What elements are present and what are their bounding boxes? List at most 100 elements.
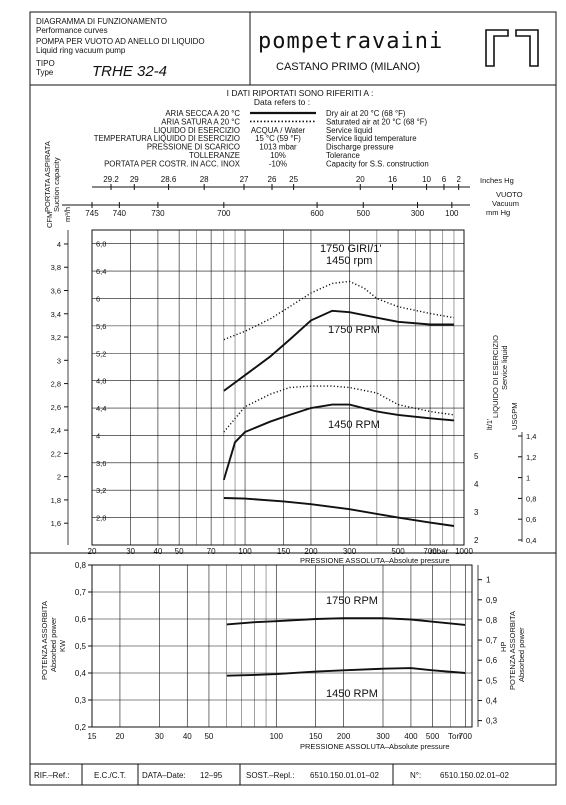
brand-logo-icon (485, 29, 539, 67)
x-tick-label: 400 (404, 732, 418, 741)
x-tick-label: 15 (88, 732, 97, 741)
kw-unit: KW (58, 639, 67, 652)
mmhg-tick-label: 700 (217, 209, 231, 218)
x-tick-label: 150 (277, 547, 291, 556)
series-line-4 (223, 497, 455, 527)
series-line-2 (222, 403, 455, 481)
footer-n-label: N°: (410, 771, 421, 780)
y-tick-label: 0,4 (75, 669, 87, 678)
x-tick-label: 700 (459, 732, 473, 741)
footer: RIF.–Ref.: E.C./C.T. DATA–Date: 12–95 SO… (34, 764, 510, 785)
x-tick-label: 200 (337, 732, 351, 741)
condition-value: 1013 mbar (259, 143, 297, 152)
condition-label-it: ARIA SATURA A 20 °C (161, 117, 240, 126)
cfm-tick-label: 3,8 (51, 263, 61, 272)
cfm-tick-label: 2,6 (51, 403, 61, 412)
power-series-line-0 (226, 617, 466, 626)
suction-label-it: PORTATA ASPIRATA (43, 141, 52, 212)
plot-frame (91, 229, 465, 546)
inhg-tick-label: 28.6 (161, 175, 177, 184)
capacity-chart: 20 30 40 50 70 100 150 200 300 500 700 1000 6,8 6,4 6 5… (43, 141, 536, 565)
series-line-0 (223, 309, 454, 392)
mmhg-tick-label: 600 (310, 209, 324, 218)
mmhg-tick-label: 300 (411, 209, 425, 218)
x-tick-label: 500 (426, 732, 440, 741)
lt-tick-label: 5 (474, 452, 479, 461)
y-tick-label: 0,5 (75, 642, 87, 651)
footer-rif-label: RIF.–Ref.: (34, 771, 70, 780)
inhg-tick-label: 29.2 (103, 175, 119, 184)
hp-tick-label: 0,8 (486, 616, 498, 625)
power-label-en: Absorbed power (49, 617, 58, 672)
y-tick-label: 3,6 (96, 459, 106, 468)
x-tick-label: 200 (304, 547, 318, 556)
condition-value: 15 °C (59 °F) (255, 134, 301, 143)
usgpm-tick-label: 0,8 (526, 494, 536, 503)
footer-rif-value: E.C./C.T. (94, 771, 126, 780)
cfm-tick-label: 2 (57, 473, 61, 482)
hp-tick-label: 0,9 (486, 596, 498, 605)
x-tick-label: 700 (423, 547, 437, 556)
y-tick-label: 0,8 (75, 561, 87, 570)
condition-label-en: Service liquid (326, 126, 372, 135)
lt-tick-label: 3 (474, 508, 479, 517)
inhg-tick-label: 20 (356, 175, 365, 184)
power-label-en-right: Absorbed power (517, 627, 526, 682)
y-tick-label: 0,7 (75, 588, 87, 597)
usgpm-tick-label: 1,4 (526, 432, 536, 441)
x-tick-label: 100 (270, 732, 284, 741)
type-value: TRHE 32-4 (92, 63, 167, 80)
speed-note-1: 1750 GIRI/1' (320, 243, 381, 255)
sheet-frame (29, 11, 557, 786)
usgpm-tick-label: 0,4 (526, 536, 536, 545)
inhg-tick-label: 10 (422, 175, 431, 184)
x-tick-label: 40 (153, 547, 162, 556)
title-en: Performance curves (36, 26, 108, 35)
cfm-unit: CFM (45, 212, 54, 228)
product-en: Liquid ring vacuum pump (36, 46, 126, 55)
x-tick-label: 20 (88, 547, 97, 556)
y-tick-label: 0,2 (75, 723, 87, 732)
y-tick-label: 4 (96, 431, 100, 440)
condition-label-en: Saturated air at 20 °C (68 °F) (326, 117, 428, 126)
x-tick-label: 150 (309, 732, 323, 741)
mmhg-tick-label: 500 (357, 209, 371, 218)
inhg-tick-label: 2 (456, 175, 461, 184)
lt-tick-label: 2 (474, 536, 479, 545)
cfm-tick-label: 1,6 (51, 519, 61, 528)
inhg-tick-label: 27 (240, 175, 249, 184)
inhg-tick-label: 16 (388, 175, 397, 184)
condition-label-it: PORTATA PER COSTR. IN ACC. INOX (104, 159, 241, 168)
x-tick-label: 300 (376, 732, 390, 741)
x-tick-label: 1000 (455, 547, 473, 556)
x-tick-label: 50 (204, 732, 213, 741)
cfm-tick-label: 1,8 (51, 496, 61, 505)
power-label-it: POTENZA ASSORBITA (40, 601, 49, 680)
x-tick-label: 20 (115, 732, 124, 741)
vacuum-scales: 29.2 29 28.6 28 27 26 25 20 16 10 6 2 745 740 730 700 60… (62, 175, 523, 218)
x-tick-label: 500 (391, 547, 405, 556)
conditions-subheading: Data refers to : (254, 97, 310, 107)
m3h-unit: m³/h (63, 207, 72, 222)
conditions-table: ARIA SECCA A 20 °C Dry air at 20 °C (68 °… (94, 109, 429, 168)
vacuum-label: Vacuum (492, 199, 519, 208)
x-tick-label: 100 (238, 547, 252, 556)
service-label-en: Service liquid (500, 345, 509, 390)
y-tick-label: 5,6 (96, 322, 106, 331)
cfm-tick-label: 4 (57, 240, 61, 249)
type-label-en: Type (36, 68, 54, 77)
hp-tick-label: 0,3 (486, 717, 498, 726)
power-label-1450: 1450 RPM (326, 688, 378, 700)
y-tick-label: 6,4 (96, 267, 106, 276)
inhg-tick-label: 6 (442, 175, 447, 184)
inhg-tick-label: 25 (289, 175, 298, 184)
condition-label-en: Dry air at 20 °C (68 °F) (326, 109, 406, 118)
hp-tick-label: 0,4 (486, 696, 498, 705)
y-tick-label: 6 (96, 294, 100, 303)
y-tick-label: 0,6 (75, 615, 87, 624)
mmhg-tick-label: 740 (113, 209, 127, 218)
condition-value: -10% (269, 159, 287, 168)
inhg-tick-label: 26 (268, 175, 277, 184)
